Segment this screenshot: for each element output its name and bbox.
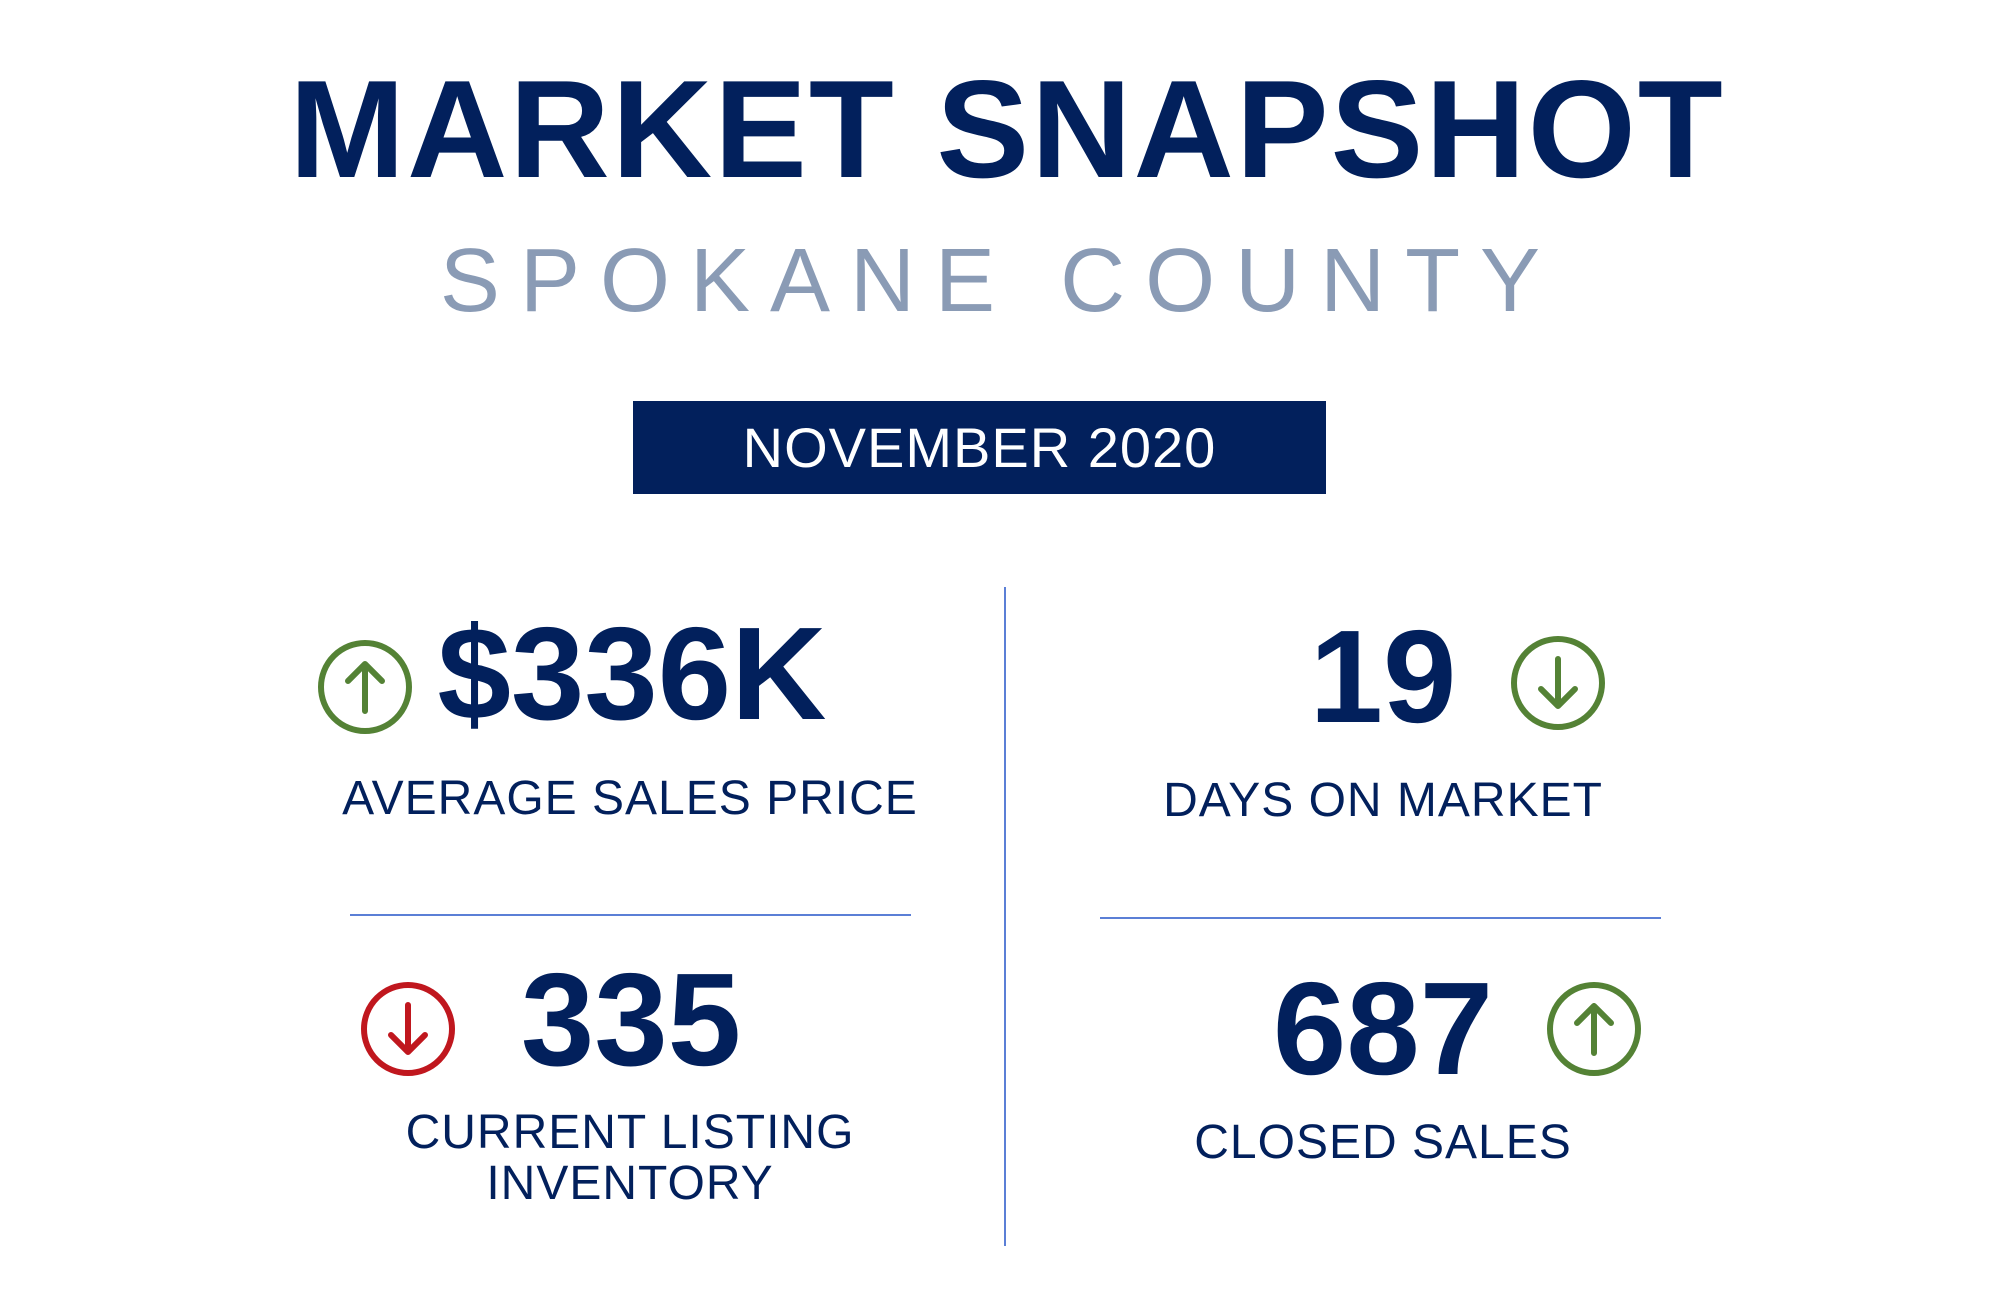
days-on-market-value: 19 [1309,603,1457,750]
arrow-down-circle-icon [1511,636,1605,730]
vertical-divider [1004,587,1006,1246]
average-sales-price-value: $336K [437,600,827,747]
period-banner: NOVEMBER 2020 [633,401,1326,494]
closed-sales-value: 687 [1272,955,1494,1102]
closed-sales-label: CLOSED SALES [1194,1116,1572,1169]
county-subtitle: SPOKANE COUNTY [439,231,1561,331]
left-horizontal-divider [350,914,911,916]
listing-inventory-label-line1: CURRENT LISTING [405,1106,855,1159]
arrow-up-circle-icon [1547,982,1641,1076]
period-label: NOVEMBER 2020 [742,415,1217,479]
arrow-up-circle-icon [318,640,412,734]
days-on-market-label: DAYS ON MARKET [1163,774,1603,827]
listing-inventory-label-line2: INVENTORY [486,1157,774,1210]
average-sales-price-label: AVERAGE SALES PRICE [342,772,918,825]
right-horizontal-divider [1100,917,1661,919]
listing-inventory-value: 335 [520,946,742,1093]
arrow-down-circle-icon [361,982,455,1076]
page-title: MARKET SNAPSHOT [289,52,1725,207]
